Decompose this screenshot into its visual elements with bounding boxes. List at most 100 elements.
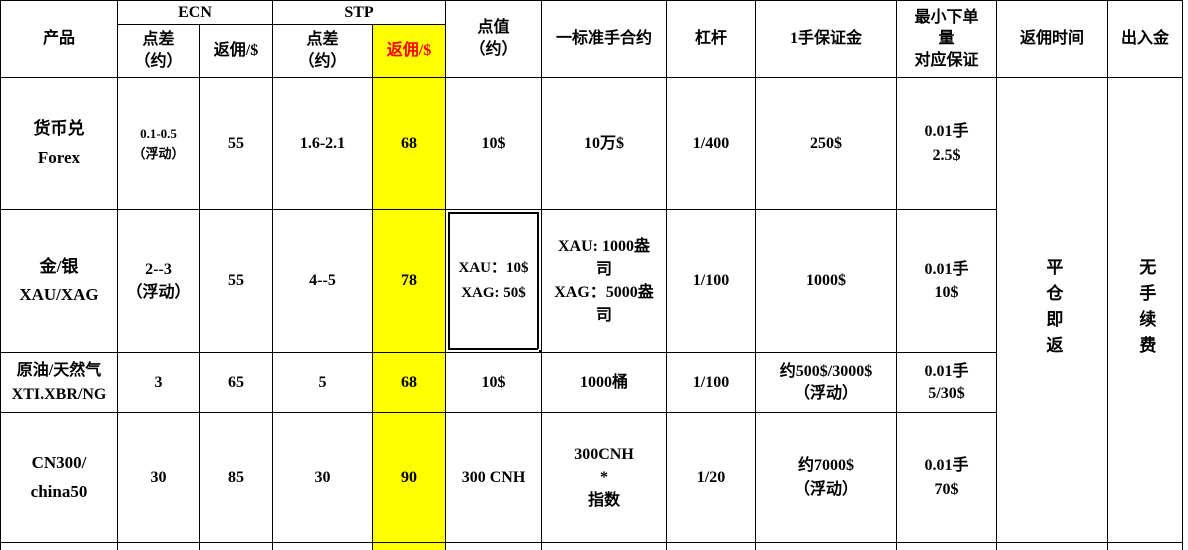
cell-forex-stp-spread[interactable]: 1.6-2.1 bbox=[273, 78, 373, 210]
cell-cn300-point-value[interactable]: 300 CNH bbox=[446, 413, 542, 543]
empty-row-cell[interactable] bbox=[446, 543, 542, 550]
oil-point-value-text: 10$ bbox=[481, 373, 506, 391]
gold-stp-spread-text: 4--5 bbox=[309, 272, 336, 290]
cell-gold-stp-rebate[interactable]: 78 bbox=[373, 210, 446, 353]
header-contract[interactable]: 一标准手合约 bbox=[542, 0, 667, 78]
cell-oil-stp-spread[interactable]: 5 bbox=[273, 353, 373, 413]
selection-fill-handle[interactable] bbox=[538, 349, 541, 352]
empty-row-cell[interactable] bbox=[997, 543, 1108, 550]
cell-cn300-margin[interactable]: 约7000$ （浮动） bbox=[756, 413, 897, 543]
empty-row-cell[interactable] bbox=[118, 543, 200, 550]
empty-row-cell[interactable] bbox=[1108, 543, 1183, 550]
header-margin[interactable]: 1手保证金 bbox=[756, 0, 897, 78]
cell-cn300-stp-spread[interactable]: 30 bbox=[273, 413, 373, 543]
header-product[interactable]: 产品 bbox=[0, 0, 118, 78]
cell-oil-point-value[interactable]: 10$ bbox=[446, 353, 542, 413]
header-stp-spread-label: 点差 （约） bbox=[298, 31, 347, 70]
forex-stp-spread-text: 1.6-2.1 bbox=[299, 134, 346, 152]
cell-deposit-withdraw-merged[interactable]: 无手续费 bbox=[1108, 78, 1183, 543]
gold-ecn-spread-text: 2--3 （浮动） bbox=[126, 260, 191, 301]
cell-oil-margin[interactable]: 约500$/3000$ （浮动） bbox=[756, 353, 897, 413]
cell-oil-stp-rebate[interactable]: 68 bbox=[373, 353, 446, 413]
empty-row-cell[interactable] bbox=[0, 543, 118, 550]
header-min-order[interactable]: 最小下单 量 对应保证 bbox=[897, 0, 997, 78]
oil-stp-rebate-text: 68 bbox=[401, 373, 417, 391]
cell-cn300-ecn-rebate[interactable]: 85 bbox=[200, 413, 273, 543]
deposit-withdraw-text: 无手续费 bbox=[1136, 258, 1156, 362]
cell-cn300-leverage[interactable]: 1/20 bbox=[667, 413, 756, 543]
cell-forex-leverage[interactable]: 1/400 bbox=[667, 78, 756, 210]
gold-point-value-text: XAU：10$ XAG: 50$ bbox=[458, 259, 529, 302]
cell-oil-leverage[interactable]: 1/100 bbox=[667, 353, 756, 413]
cn300-product-text: CN300/ china50 bbox=[30, 453, 88, 501]
oil-ecn-rebate-text: 65 bbox=[228, 373, 244, 391]
cell-gold-min-order[interactable]: 0.01手 10$ bbox=[897, 210, 997, 353]
cell-cn300-contract[interactable]: 300CNH * 指数 bbox=[542, 413, 667, 543]
empty-row-cell[interactable] bbox=[542, 543, 667, 550]
cell-forex-stp-rebate[interactable]: 68 bbox=[373, 78, 446, 210]
cell-forex-ecn-spread[interactable]: 0.1-0.5 （浮动） bbox=[118, 78, 200, 210]
oil-leverage-text: 1/100 bbox=[692, 373, 730, 391]
empty-row-cell[interactable] bbox=[667, 543, 756, 550]
cell-oil-min-order[interactable]: 0.01手 5/30$ bbox=[897, 353, 997, 413]
forex-point-value-text: 10$ bbox=[481, 134, 506, 152]
cell-rebate-time-merged[interactable]: 平仓即返 bbox=[997, 78, 1108, 543]
header-ecn-rebate[interactable]: 返佣/$ bbox=[200, 25, 273, 78]
cell-gold-ecn-rebate[interactable]: 55 bbox=[200, 210, 273, 353]
cell-oil-product[interactable]: 原油/天然气 XTI.XBR/NG bbox=[0, 353, 118, 413]
cell-gold-leverage[interactable]: 1/100 bbox=[667, 210, 756, 353]
cell-cn300-stp-rebate[interactable]: 90 bbox=[373, 413, 446, 543]
cell-oil-ecn-spread[interactable]: 3 bbox=[118, 353, 200, 413]
oil-min-order-text: 0.01手 5/30$ bbox=[924, 362, 969, 402]
header-group-stp[interactable]: STP bbox=[273, 0, 446, 25]
cell-forex-ecn-rebate[interactable]: 55 bbox=[200, 78, 273, 210]
cn300-margin-text: 约7000$ （浮动） bbox=[793, 457, 858, 498]
cn300-ecn-rebate-text: 85 bbox=[228, 468, 244, 486]
header-ecn-spread[interactable]: 点差 （约） bbox=[118, 25, 200, 78]
header-deposit-withdraw[interactable]: 出入金 bbox=[1108, 0, 1183, 78]
cell-gold-product[interactable]: 金/银 XAU/XAG bbox=[0, 210, 118, 353]
cell-gold-stp-spread[interactable]: 4--5 bbox=[273, 210, 373, 353]
cell-forex-product[interactable]: 货币兑 Forex bbox=[0, 78, 118, 210]
cell-cn300-ecn-spread[interactable]: 30 bbox=[118, 413, 200, 543]
cell-gold-margin[interactable]: 1000$ bbox=[756, 210, 897, 353]
gold-min-order-text: 0.01手 10$ bbox=[924, 260, 969, 301]
empty-row-cell[interactable] bbox=[897, 543, 997, 550]
empty-row-cell[interactable] bbox=[273, 543, 373, 550]
header-stp-spread[interactable]: 点差 （约） bbox=[273, 25, 373, 78]
cn300-contract-text: 300CNH * 指数 bbox=[574, 445, 634, 510]
cell-forex-point-value[interactable]: 10$ bbox=[446, 78, 542, 210]
header-deposit-withdraw-label: 出入金 bbox=[1120, 30, 1169, 48]
header-group-ecn-label: ECN bbox=[178, 3, 212, 21]
header-ecn-spread-label: 点差 （约） bbox=[134, 31, 183, 70]
empty-row-cell-highlighted[interactable] bbox=[373, 543, 446, 550]
rebate-time-text: 平仓即返 bbox=[1043, 258, 1063, 362]
header-point-value[interactable]: 点值 （约） bbox=[446, 0, 542, 78]
cell-oil-contract[interactable]: 1000桶 bbox=[542, 353, 667, 413]
header-group-ecn[interactable]: ECN bbox=[118, 0, 273, 25]
gold-margin-text: 1000$ bbox=[806, 272, 846, 290]
header-leverage[interactable]: 杠杆 bbox=[667, 0, 756, 78]
cell-cn300-product[interactable]: CN300/ china50 bbox=[0, 413, 118, 543]
empty-row-cell[interactable] bbox=[756, 543, 897, 550]
empty-row-cell[interactable] bbox=[200, 543, 273, 550]
header-contract-label: 一标准手合约 bbox=[555, 30, 652, 48]
cn300-stp-spread-text: 30 bbox=[314, 468, 331, 486]
header-rebate-time[interactable]: 返佣时间 bbox=[997, 0, 1108, 78]
cell-forex-contract[interactable]: 10万$ bbox=[542, 78, 667, 210]
cell-forex-min-order[interactable]: 0.01手 2.5$ bbox=[897, 78, 997, 210]
cell-cn300-min-order[interactable]: 0.01手 70$ bbox=[897, 413, 997, 543]
cell-gold-point-value-selected[interactable]: XAU：10$ XAG: 50$ bbox=[446, 210, 542, 353]
cell-gold-contract[interactable]: XAU: 1000盎 司 XAG：5000盎 司 bbox=[542, 210, 667, 353]
header-stp-rebate[interactable]: 返佣/$ bbox=[373, 25, 446, 78]
oil-stp-spread-text: 5 bbox=[318, 373, 327, 391]
cn300-point-value-text: 300 CNH bbox=[461, 468, 526, 486]
cell-gold-ecn-spread[interactable]: 2--3 （浮动） bbox=[118, 210, 200, 353]
cn300-ecn-spread-text: 30 bbox=[150, 468, 167, 486]
cell-oil-ecn-rebate[interactable]: 65 bbox=[200, 353, 273, 413]
header-product-label: 产品 bbox=[42, 30, 75, 48]
gold-contract-text: XAU: 1000盎 司 XAG：5000盎 司 bbox=[554, 237, 654, 325]
cell-forex-margin[interactable]: 250$ bbox=[756, 78, 897, 210]
cn300-leverage-text: 1/20 bbox=[696, 468, 726, 486]
